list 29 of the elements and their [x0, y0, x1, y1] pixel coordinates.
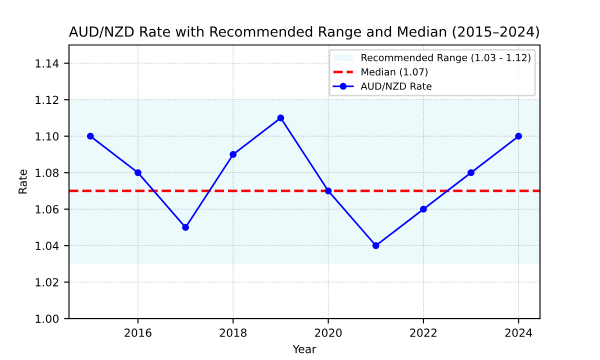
x-tick-label: 2024 [505, 328, 532, 337]
y-tick-label: 1.14 [36, 59, 59, 68]
point [134, 169, 142, 176]
legend-label: AUD/NZD Rate [360, 82, 432, 91]
point [230, 150, 237, 158]
y-tick-label: 1.08 [36, 168, 59, 178]
point [468, 169, 474, 176]
y-tick-label: 1.06 [36, 205, 59, 214]
chart-title: AUD/NZD Rate with Recommended Range and Median (2015–2024) [68, 26, 539, 40]
legend-label: Recommended Range (1.03 - 1.12) [362, 54, 530, 64]
x-tick-label: 2018 [220, 328, 247, 337]
x-tick-label: 2022 [410, 328, 436, 337]
point [372, 242, 380, 250]
point [420, 206, 427, 213]
legend-label: Median (1.07) [362, 68, 428, 77]
point [277, 114, 284, 122]
y-tick-label: 1.10 [36, 132, 59, 141]
y-tick-label: 1.12 [36, 96, 58, 104]
point [182, 224, 190, 231]
x-axis-title: Year [292, 344, 316, 354]
x-tick-label: 2020 [314, 328, 342, 337]
y-tick-label: 1.02 [36, 278, 58, 286]
y-axis-title: Rate [18, 170, 27, 194]
point [324, 187, 332, 194]
point [86, 132, 94, 140]
x-tick-label: 2016 [124, 328, 152, 337]
point [515, 132, 522, 140]
y-tick-label: 1.00 [36, 314, 59, 323]
y-tick-label: 1.04 [36, 242, 59, 250]
